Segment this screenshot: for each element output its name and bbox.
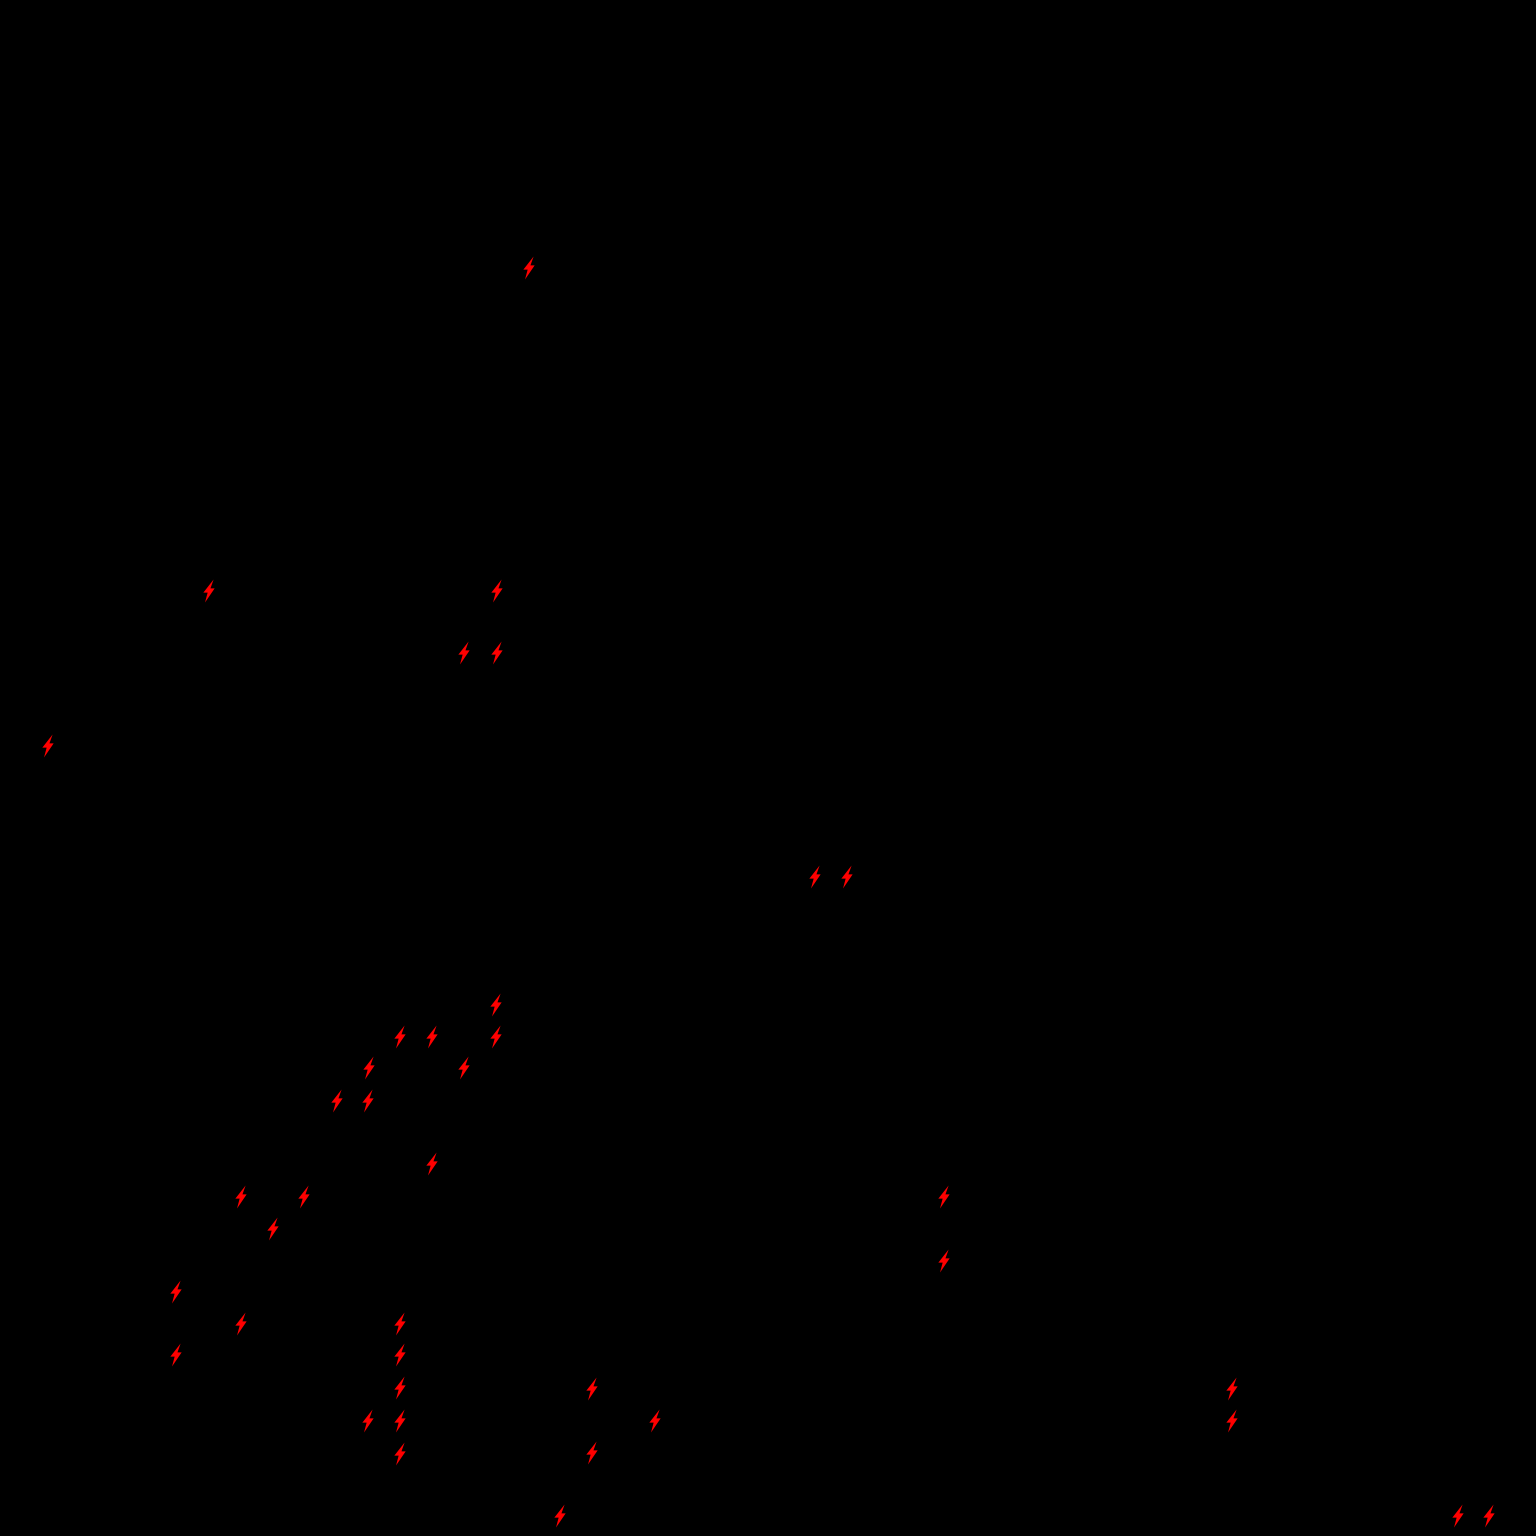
lightning-bolt-icon[interactable]: [363, 1056, 376, 1080]
bolt-glyph: [523, 256, 535, 280]
lightning-bolt-icon[interactable]: [490, 1025, 503, 1049]
bolt-glyph: [491, 641, 503, 665]
lightning-bolt-icon[interactable]: [331, 1089, 344, 1113]
lightning-bolt-icon[interactable]: [554, 1504, 567, 1528]
lightning-bolt-icon[interactable]: [938, 1249, 951, 1273]
bolt-glyph: [394, 1312, 406, 1336]
lightning-bolt-icon[interactable]: [235, 1185, 248, 1209]
bolt-glyph: [235, 1185, 247, 1209]
bolt-glyph: [362, 1409, 374, 1433]
lightning-bolt-icon[interactable]: [586, 1377, 599, 1401]
bolt-glyph: [649, 1409, 661, 1433]
lightning-bolt-icon[interactable]: [809, 865, 822, 889]
bolt-glyph: [841, 865, 853, 889]
lightning-bolt-icon[interactable]: [394, 1025, 407, 1049]
bolt-glyph: [1452, 1504, 1464, 1528]
bolt-glyph: [938, 1185, 950, 1209]
bolt-glyph: [363, 1056, 375, 1080]
lightning-bolt-icon[interactable]: [586, 1441, 599, 1465]
lightning-bolt-icon[interactable]: [458, 1056, 471, 1080]
lightning-bolt-icon[interactable]: [394, 1376, 407, 1400]
lightning-bolt-icon[interactable]: [426, 1152, 439, 1176]
lightning-bolt-icon[interactable]: [490, 993, 503, 1017]
bolt-glyph: [235, 1312, 247, 1336]
bolt-glyph: [203, 579, 215, 603]
lightning-bolt-icon[interactable]: [394, 1409, 407, 1433]
bolt-glyph: [170, 1343, 182, 1367]
lightning-bolt-icon[interactable]: [1452, 1504, 1465, 1528]
bolt-glyph: [490, 993, 502, 1017]
lightning-bolt-icon[interactable]: [426, 1025, 439, 1049]
lightning-bolt-icon[interactable]: [203, 579, 216, 603]
lightning-bolt-icon[interactable]: [938, 1185, 951, 1209]
lightning-bolt-icon[interactable]: [298, 1185, 311, 1209]
lightning-bolt-icon[interactable]: [491, 579, 504, 603]
lightning-bolt-icon[interactable]: [458, 641, 471, 665]
lightning-bolt-icon[interactable]: [42, 734, 55, 758]
bolt-glyph: [586, 1441, 598, 1465]
bolt-glyph: [331, 1089, 343, 1113]
lightning-bolt-icon[interactable]: [1483, 1504, 1496, 1528]
bolt-glyph: [362, 1089, 374, 1113]
lightning-bolt-icon[interactable]: [170, 1343, 183, 1367]
bolt-glyph: [426, 1025, 438, 1049]
lightning-bolt-icon[interactable]: [523, 256, 536, 280]
bolt-glyph: [809, 865, 821, 889]
bolt-glyph: [394, 1442, 406, 1466]
lightning-bolt-icon[interactable]: [170, 1280, 183, 1304]
bolt-glyph: [586, 1377, 598, 1401]
lightning-bolt-icon[interactable]: [267, 1217, 280, 1241]
lightning-bolt-icon[interactable]: [362, 1409, 375, 1433]
lightning-bolt-icon[interactable]: [394, 1442, 407, 1466]
lightning-bolt-icon[interactable]: [362, 1089, 375, 1113]
lightning-bolt-icon[interactable]: [394, 1343, 407, 1367]
bolt-glyph: [394, 1409, 406, 1433]
bolt-glyph: [170, 1280, 182, 1304]
bolt-glyph: [426, 1152, 438, 1176]
lightning-bolt-icon[interactable]: [235, 1312, 248, 1336]
bolt-glyph: [490, 1025, 502, 1049]
lightning-bolt-icon[interactable]: [1226, 1409, 1239, 1433]
bolt-glyph: [298, 1185, 310, 1209]
bolt-glyph: [491, 579, 503, 603]
lightning-bolt-icon[interactable]: [841, 865, 854, 889]
bolt-glyph: [394, 1025, 406, 1049]
bolt-glyph: [1226, 1409, 1238, 1433]
lightning-bolt-icon[interactable]: [649, 1409, 662, 1433]
bolt-glyph: [42, 734, 54, 758]
bolt-glyph: [554, 1504, 566, 1528]
lightning-bolt-icon[interactable]: [1226, 1377, 1239, 1401]
bolt-glyph: [938, 1249, 950, 1273]
bolt-glyph: [458, 1056, 470, 1080]
lightning-bolt-icon[interactable]: [394, 1312, 407, 1336]
lightning-bolt-icon[interactable]: [491, 641, 504, 665]
bolt-glyph: [267, 1217, 279, 1241]
bolt-glyph: [394, 1376, 406, 1400]
bolt-glyph: [1226, 1377, 1238, 1401]
bolt-glyph: [458, 641, 470, 665]
bolt-glyph: [394, 1343, 406, 1367]
bolt-glyph: [1483, 1504, 1495, 1528]
